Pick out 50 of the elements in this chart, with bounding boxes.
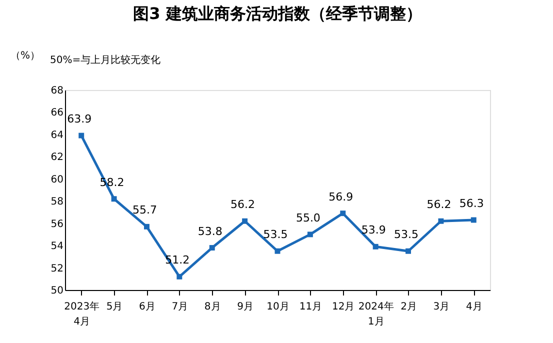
chart-title: 图3 建筑业商务活动指数（经季节调整） xyxy=(133,4,422,23)
x-tick-label: 8月 xyxy=(204,302,221,312)
x-tick-label: 9月 xyxy=(237,302,254,312)
point xyxy=(340,210,346,216)
x-tick-label: 4月 xyxy=(466,302,482,312)
point xyxy=(209,245,215,251)
point xyxy=(176,274,182,280)
x-tick-label: 11月 xyxy=(299,302,322,312)
y-axis-title: （%） xyxy=(10,50,40,62)
text: 63.9 xyxy=(67,112,92,126)
text: 56.2 xyxy=(230,198,256,212)
point xyxy=(307,232,313,238)
text: 55.7 xyxy=(132,204,157,217)
x-tick-label: 5月 xyxy=(106,302,123,312)
y-tick-label: 62 xyxy=(50,152,64,164)
x-tick-label: 12月 xyxy=(332,302,355,312)
y-tick-label: 52 xyxy=(50,263,64,274)
point xyxy=(78,132,84,138)
y-tick-label: 54 xyxy=(50,241,64,252)
point xyxy=(372,244,378,250)
text: 53.5 xyxy=(263,228,288,242)
x-tick-label: 10月 xyxy=(266,302,290,312)
y-tick-label: 60 xyxy=(50,174,64,186)
text: 53.8 xyxy=(198,224,222,238)
text: 56.3 xyxy=(459,197,484,210)
point xyxy=(144,224,150,230)
x-tick-label: 3月 xyxy=(433,302,450,312)
y-tick-label: 56 xyxy=(50,218,64,230)
text: 53.9 xyxy=(361,224,386,237)
x-tick-label: 2月 xyxy=(400,302,417,312)
point xyxy=(470,217,476,223)
text: 50%=与上月比较无变化 xyxy=(50,54,161,66)
text: 55.0 xyxy=(296,211,320,224)
x-tick-label: 6月 xyxy=(139,302,156,312)
point xyxy=(111,196,117,202)
text: 56.2 xyxy=(426,198,452,212)
point xyxy=(438,218,444,224)
x-tick-label: 2023年 4月 xyxy=(64,300,100,328)
y-tick-label: 66 xyxy=(50,108,64,119)
x-tick-label: 2024年 1月 xyxy=(358,300,394,328)
text: 53.5 xyxy=(394,228,419,242)
y-tick-label: 64 xyxy=(50,130,64,141)
point xyxy=(242,218,248,224)
x-tick-label: 7月 xyxy=(172,302,188,312)
text: 56.9 xyxy=(328,190,354,204)
y-tick-label: 68 xyxy=(50,86,64,96)
y-tick-label: 58 xyxy=(50,196,64,208)
point xyxy=(274,248,280,254)
point xyxy=(406,248,412,254)
y-tick-label: 50 xyxy=(50,286,64,296)
